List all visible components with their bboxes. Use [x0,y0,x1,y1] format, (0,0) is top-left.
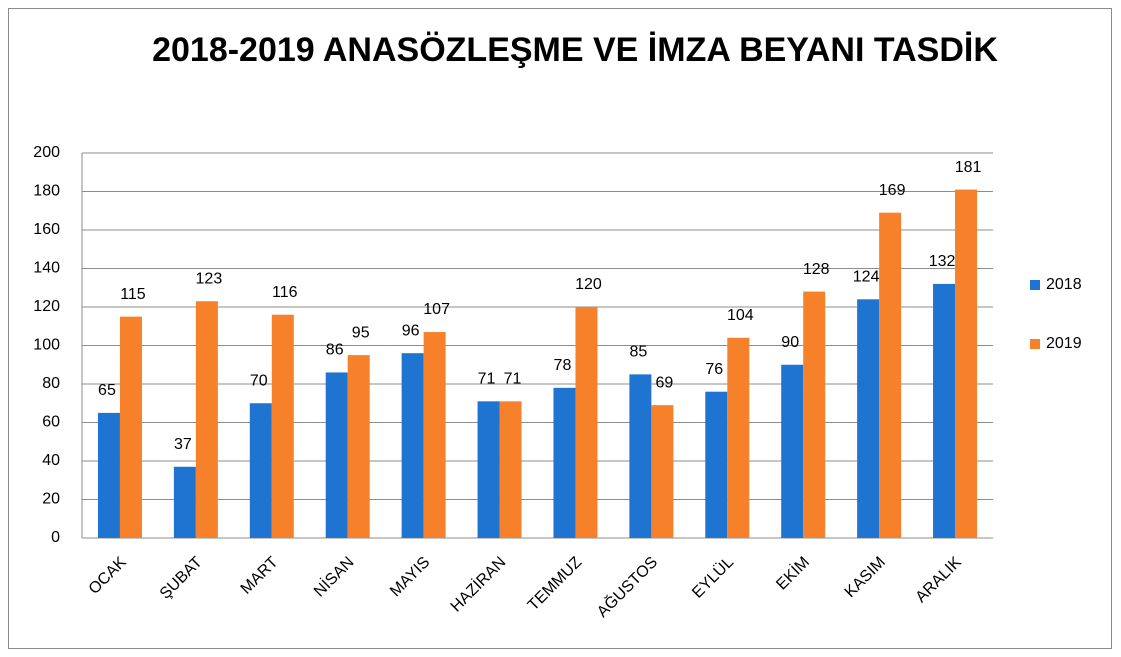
bar [249,403,272,538]
bar [651,405,674,538]
data-label: 85 [629,344,647,361]
y-tick-label: 60 [42,414,60,431]
bar [347,355,370,538]
data-label: 86 [326,342,344,359]
bar [499,401,522,538]
bar [629,374,652,538]
legend-label: 2018 [1046,276,1082,293]
y-tick-label: 120 [33,298,60,315]
y-tick-label: 140 [33,260,60,277]
bar [423,332,446,538]
bar [879,212,902,539]
x-tick-label: MART [238,554,282,598]
bar [325,372,348,538]
data-label: 37 [174,436,192,453]
bar [401,353,424,538]
x-tick-label: ARALIK [913,554,966,607]
x-tick-label: MAYIS [387,554,433,600]
data-label: 128 [803,261,830,278]
data-label: 96 [402,322,420,339]
x-tick-label: KASIM [842,554,889,601]
data-label: 65 [98,382,116,399]
data-label: 78 [554,357,572,374]
bar [271,314,294,538]
x-tick-label: AĞUSTOS [593,552,662,621]
bar [97,412,120,538]
chart-frame [8,8,1112,649]
x-tick-label: NİSAN [310,552,358,600]
data-label: 115 [120,286,146,303]
x-tick-label: EKİM [772,552,813,593]
legend-label: 2019 [1046,335,1082,352]
bar [857,299,880,538]
x-tick-label: OCAK [86,554,130,598]
data-label: 71 [504,371,522,388]
data-label: 120 [575,276,602,293]
legend-swatch [1030,280,1040,290]
data-label: 71 [478,371,496,388]
bar [575,307,598,538]
bar [933,283,956,538]
bar [553,387,576,538]
data-label: 95 [352,324,370,341]
data-label: 169 [879,182,906,199]
bar [173,466,196,538]
data-label: 70 [250,372,268,389]
bar [955,189,978,538]
data-label: 76 [705,361,723,378]
y-tick-label: 100 [33,337,60,354]
x-tick-label: EYLÜL [689,553,738,602]
data-label: 90 [781,334,799,351]
bar [195,301,218,538]
data-label: 123 [196,270,223,287]
bar [477,401,500,538]
bar [781,364,804,538]
y-tick-label: 160 [33,221,60,238]
legend-swatch [1030,339,1040,349]
x-tick-label: ŞUBAT [157,554,206,603]
x-tick-label: HAZİRAN [446,552,509,615]
data-label: 104 [727,307,754,324]
y-tick-label: 200 [33,144,60,161]
data-label: 116 [272,284,298,301]
data-label: 132 [929,253,956,270]
y-tick-label: 180 [33,183,60,200]
y-tick-label: 40 [42,452,60,469]
data-label: 124 [853,269,880,286]
x-tick-label: TEMMUZ [525,554,586,615]
bar [803,291,826,538]
data-label: 107 [423,301,450,318]
bar [727,337,750,538]
y-tick-label: 80 [42,375,60,392]
bar [705,391,728,538]
bar [119,316,142,538]
data-label: 181 [955,159,982,176]
chart-title: 2018-2019 ANASÖZLEŞME VE İMZA BEYANI TAS… [152,31,998,69]
data-label: 69 [655,374,673,391]
y-tick-label: 0 [51,529,60,546]
y-tick-label: 20 [42,491,60,508]
